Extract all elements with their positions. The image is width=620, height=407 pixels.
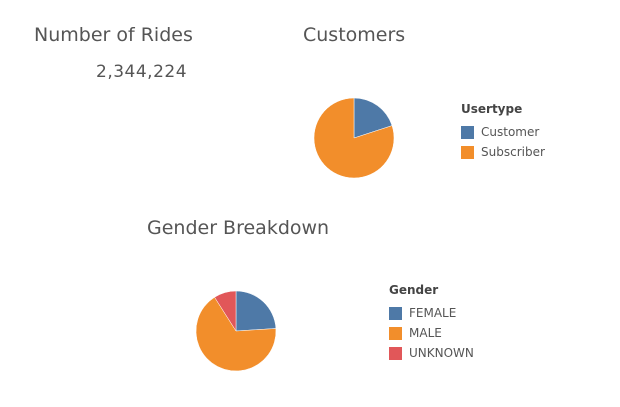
usertype-legend-title: Usertype <box>461 102 523 116</box>
legend-swatch-male <box>389 326 402 340</box>
legend-label-subscriber: Subscriber <box>481 145 545 159</box>
legend-item-female[interactable]: FEMALE <box>389 303 474 323</box>
pie-slice-subscriber[interactable] <box>313 97 395 179</box>
legend-swatch-customer <box>461 125 474 139</box>
legend-item-customer[interactable]: Customer <box>461 122 545 142</box>
legend-label-female: FEMALE <box>409 306 457 320</box>
legend-item-subscriber[interactable]: Subscriber <box>461 142 545 162</box>
legend-swatch-female <box>389 306 402 320</box>
legend-swatch-subscriber <box>461 145 474 159</box>
gender-chart-title: Gender Breakdown <box>147 217 330 239</box>
legend-label-male: MALE <box>409 326 442 340</box>
gender-legend: Gender FEMALE MALE UNKNOWN <box>389 283 474 363</box>
pie-slice-customer[interactable] <box>353 97 393 139</box>
legend-label-customer: Customer <box>481 125 540 139</box>
rides-count: 2,344,224 <box>96 62 188 82</box>
usertype-legend: Usertype Customer Subscriber <box>461 102 545 162</box>
customers-pie-chart <box>313 97 395 179</box>
legend-label-unknown: UNKNOWN <box>409 346 474 360</box>
gender-legend-title: Gender <box>389 283 439 297</box>
pie-slice-unknown[interactable] <box>214 290 237 332</box>
gender-pie-chart <box>195 290 277 372</box>
pie-slice-female[interactable] <box>235 290 277 332</box>
legend-item-male[interactable]: MALE <box>389 323 474 343</box>
customers-chart-title: Customers <box>303 24 406 46</box>
legend-item-unknown[interactable]: UNKNOWN <box>389 343 474 363</box>
legend-swatch-unknown <box>389 346 402 360</box>
rides-title: Number of Rides <box>34 24 193 46</box>
pie-slice-male[interactable] <box>195 296 277 372</box>
